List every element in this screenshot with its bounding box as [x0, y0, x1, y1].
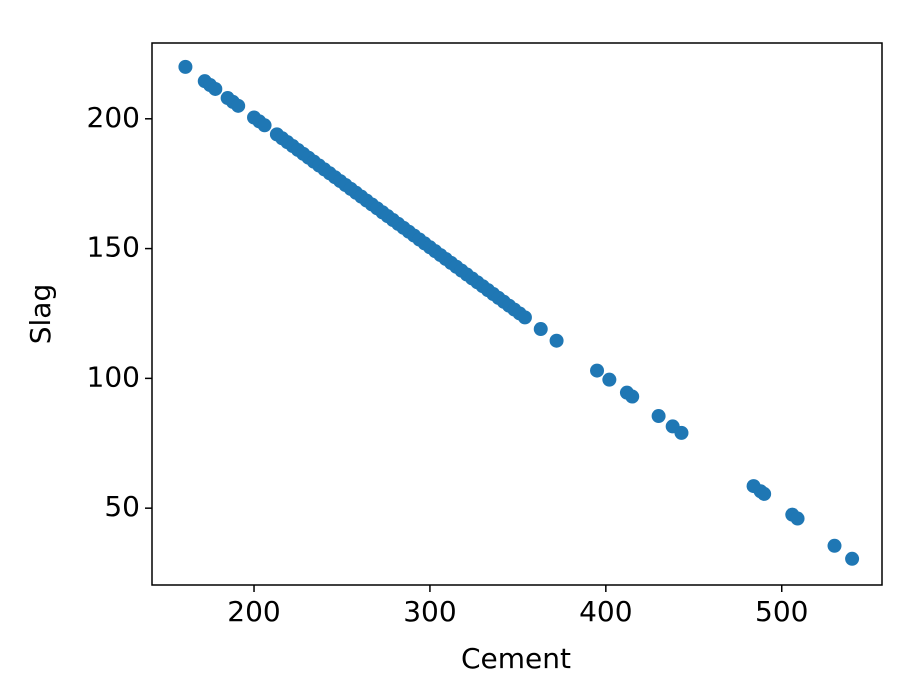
point [178, 59, 193, 74]
point [549, 333, 564, 348]
y-tick-label: 150 [87, 231, 140, 264]
x-tick-label: 400 [579, 595, 632, 628]
plot-frame [151, 42, 883, 586]
y-axis-label: Slag [24, 284, 57, 344]
point [827, 538, 842, 553]
y-tick-label: 200 [87, 101, 140, 134]
y-tick-label: 100 [87, 360, 140, 393]
point [590, 363, 605, 378]
point [674, 425, 689, 440]
point [845, 551, 860, 566]
point [533, 322, 548, 337]
x-axis-label: Cement [461, 642, 571, 675]
point [625, 389, 640, 404]
point [231, 98, 246, 113]
point [790, 511, 805, 526]
x-tick-label: 500 [755, 595, 808, 628]
y-tick-label: 50 [104, 490, 140, 523]
point [208, 81, 223, 96]
point [257, 118, 272, 133]
point [757, 486, 772, 501]
point [517, 310, 532, 325]
point [651, 409, 666, 424]
x-tick-label: 300 [403, 595, 456, 628]
point [602, 372, 617, 387]
x-tick-label: 200 [227, 595, 280, 628]
